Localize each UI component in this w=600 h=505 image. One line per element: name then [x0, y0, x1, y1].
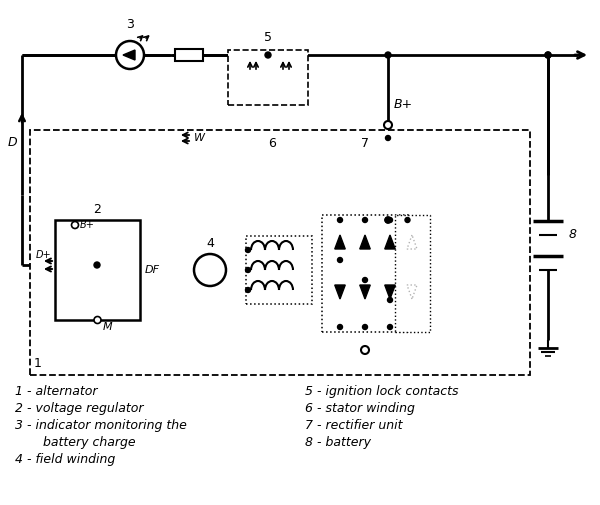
Polygon shape — [335, 235, 345, 249]
Circle shape — [116, 41, 144, 69]
Circle shape — [94, 262, 100, 268]
Circle shape — [405, 285, 419, 299]
Text: 3: 3 — [126, 18, 134, 31]
Bar — [322, 215, 408, 332]
Circle shape — [384, 121, 392, 129]
Bar — [30, 130, 530, 375]
Text: 6 - stator winding: 6 - stator winding — [305, 402, 415, 415]
Text: D: D — [7, 136, 17, 149]
Circle shape — [337, 218, 343, 223]
Polygon shape — [123, 50, 135, 60]
Circle shape — [265, 52, 271, 58]
Text: 8: 8 — [569, 228, 577, 241]
Text: B+: B+ — [394, 98, 413, 112]
Text: 3 - indicator monitoring the: 3 - indicator monitoring the — [15, 419, 187, 432]
Text: DF: DF — [145, 265, 160, 275]
Circle shape — [386, 135, 391, 140]
Bar — [228, 50, 308, 105]
Circle shape — [245, 247, 251, 252]
Circle shape — [362, 218, 367, 223]
Text: 7: 7 — [361, 137, 369, 150]
Text: 6: 6 — [268, 137, 276, 150]
Text: 4: 4 — [206, 237, 214, 250]
Circle shape — [94, 317, 101, 324]
Circle shape — [385, 52, 391, 58]
Text: 1: 1 — [34, 357, 42, 370]
Circle shape — [337, 325, 343, 329]
Polygon shape — [360, 235, 370, 249]
Circle shape — [362, 278, 367, 282]
Circle shape — [545, 52, 551, 58]
Text: D+: D+ — [35, 250, 51, 260]
Polygon shape — [385, 285, 395, 299]
Text: 5: 5 — [264, 31, 272, 44]
Circle shape — [388, 325, 392, 329]
Circle shape — [405, 218, 410, 223]
Circle shape — [71, 222, 79, 228]
Text: 7 - rectifier unit: 7 - rectifier unit — [305, 419, 403, 432]
Circle shape — [385, 217, 391, 223]
Circle shape — [385, 217, 391, 223]
Circle shape — [545, 52, 551, 58]
Polygon shape — [360, 285, 370, 299]
Text: 4 - field winding: 4 - field winding — [15, 453, 115, 466]
Circle shape — [388, 297, 392, 302]
Circle shape — [337, 258, 343, 263]
Polygon shape — [335, 285, 345, 299]
Text: 1 - alternator: 1 - alternator — [15, 385, 97, 398]
Text: 2: 2 — [94, 203, 101, 216]
Circle shape — [245, 268, 251, 273]
Text: W: W — [194, 133, 205, 143]
Text: battery charge: battery charge — [15, 436, 136, 449]
Circle shape — [405, 235, 419, 249]
Text: 8 - battery: 8 - battery — [305, 436, 371, 449]
Circle shape — [194, 254, 226, 286]
Bar — [246, 236, 312, 304]
Bar — [55, 220, 140, 320]
Bar — [395, 215, 430, 332]
Circle shape — [388, 218, 392, 223]
Text: B+: B+ — [80, 220, 95, 230]
Text: 2 - voltage regulator: 2 - voltage regulator — [15, 402, 143, 415]
Bar — [175, 49, 203, 61]
Circle shape — [362, 325, 367, 329]
Circle shape — [245, 287, 251, 292]
Circle shape — [361, 346, 369, 354]
Polygon shape — [385, 235, 395, 249]
Text: 5 - ignition lock contacts: 5 - ignition lock contacts — [305, 385, 458, 398]
Text: M: M — [103, 322, 112, 332]
